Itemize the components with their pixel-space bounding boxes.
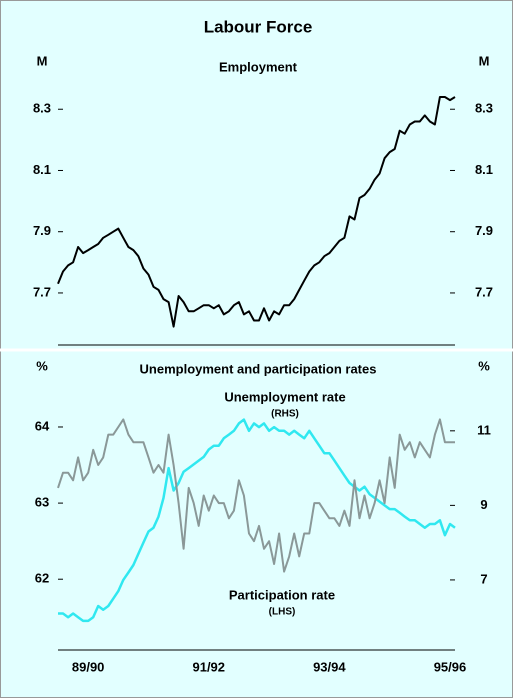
y-tick-label: 63 [35, 495, 49, 510]
y2-tick-label: 7 [480, 571, 487, 586]
y2-tick-label: 7.9 [475, 223, 493, 238]
y-axis-label: % [36, 358, 48, 373]
x-tick-label: 91/92 [192, 659, 225, 674]
x-tick-label: 95/96 [434, 659, 467, 674]
series-line [57, 418, 455, 573]
x-tick-label: 89/90 [72, 659, 105, 674]
series-label: Participation rate [229, 587, 335, 602]
page-title: Labour Force [204, 17, 313, 36]
y2-axis-label: M [479, 53, 490, 68]
y-tick-label: 8.1 [33, 162, 51, 177]
y2-tick-label: 8.1 [475, 162, 493, 177]
y2-axis-label: % [478, 358, 490, 373]
y2-tick-label: 9 [480, 497, 487, 512]
chart-title: Unemployment and participation rates [140, 361, 377, 376]
y-tick-label: 7.7 [33, 284, 51, 299]
series-label: Unemployment rate [224, 389, 345, 404]
y-axis-label: M [37, 53, 48, 68]
series-note: (LHS) [269, 607, 296, 618]
y2-tick-label: 8.3 [475, 101, 493, 116]
y-tick-label: 64 [35, 418, 50, 433]
chart-title: Employment [219, 59, 298, 74]
series-note: (RHS) [271, 409, 299, 420]
y-tick-label: 8.3 [33, 101, 51, 116]
y2-tick-label: 7.7 [475, 284, 493, 299]
series-line [58, 418, 456, 623]
x-tick-label: 93/94 [313, 659, 346, 674]
y-tick-label: 62 [35, 571, 49, 586]
y2-tick-label: 11 [477, 422, 491, 437]
y-tick-label: 7.9 [33, 223, 51, 238]
series-line [57, 96, 456, 328]
